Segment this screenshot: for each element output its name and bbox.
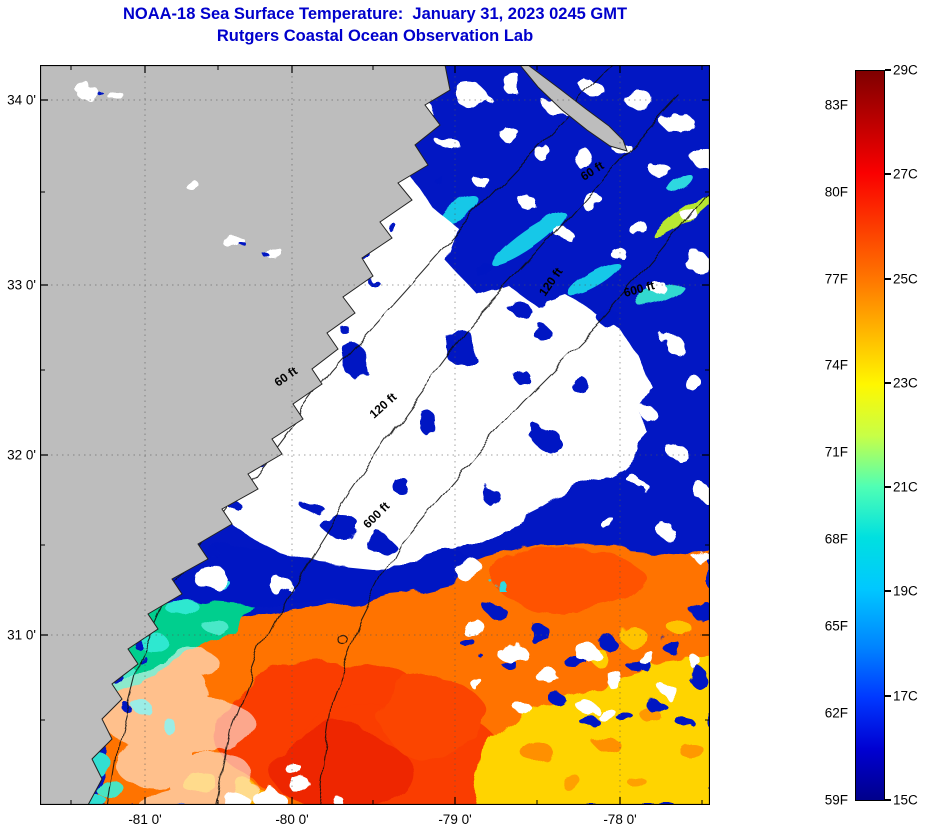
lon-label-81: -81 0'	[128, 812, 162, 827]
cloud-bits-over-land	[76, 87, 281, 257]
lat-label-33: 33 0'	[7, 277, 36, 293]
lon-label-78: -78 0'	[603, 812, 637, 827]
cape-spit	[519, 65, 628, 152]
celsius-label-23: 23C	[893, 375, 918, 391]
map-area: 60 ft 120 ft 600 ft 60 ft 120 ft 600 ft	[39, 64, 711, 806]
fahrenheit-label-59: 59F	[824, 792, 848, 808]
warm-water-layer	[98, 544, 710, 805]
colorbar-tick	[885, 69, 891, 71]
land-layer	[40, 65, 628, 805]
fahrenheit-label-71: 71F	[824, 444, 848, 460]
celsius-label-15: 15C	[893, 792, 918, 808]
colorbar-tick	[885, 173, 891, 175]
colorbar-gradient	[856, 71, 884, 800]
contour-120ft	[216, 96, 682, 805]
colorbar-tick	[885, 278, 891, 280]
celsius-label-25: 25C	[893, 271, 918, 287]
map-subtitle: Rutgers Coastal Ocean Observation Lab	[216, 27, 534, 45]
sst-map-image: 60 ft 120 ft 600 ft 60 ft 120 ft 600 ft	[39, 64, 711, 806]
grid-lines	[40, 65, 710, 805]
fahrenheit-label-74: 74F	[824, 357, 848, 373]
lon-label-80: -80 0'	[275, 812, 309, 827]
celsius-label-17: 17C	[893, 688, 918, 704]
cloud-layer-northeast	[384, 74, 710, 559]
colorbar-tick	[885, 382, 891, 384]
mainland	[40, 65, 451, 805]
map-frame	[39, 64, 711, 806]
cloud-layer-south	[100, 618, 705, 805]
minor-ticks	[41, 66, 709, 804]
lat-label-32: 32 0'	[7, 447, 36, 463]
fahrenheit-label-80: 80F	[824, 184, 848, 200]
contour-600ft	[316, 188, 710, 805]
colorbar	[855, 70, 885, 801]
colorbar-tick	[885, 590, 891, 592]
lon-label-79: -79 0'	[438, 812, 472, 827]
lat-label-34: 34 0'	[7, 92, 36, 108]
celsius-label-27: 27C	[893, 166, 918, 182]
fahrenheit-label-68: 68F	[824, 531, 848, 547]
fahrenheit-label-65: 65F	[824, 618, 848, 634]
colorbar-tick	[885, 486, 891, 488]
colorbar-tick	[885, 799, 891, 801]
colorbar-tick	[885, 695, 891, 697]
title-block: NOAA-18 Sea Surface Temperature: January…	[0, 5, 750, 46]
celsius-label-29: 29C	[893, 62, 918, 78]
fahrenheit-label-77: 77F	[824, 271, 848, 287]
celsius-label-21: 21C	[893, 479, 918, 495]
major-ticks	[41, 66, 709, 804]
lat-label-31: 31 0'	[7, 627, 36, 643]
celsius-label-19: 19C	[893, 583, 918, 599]
map-title: NOAA-18 Sea Surface Temperature: January…	[122, 5, 628, 23]
fahrenheit-label-83: 83F	[824, 97, 848, 113]
fahrenheit-label-62: 62F	[824, 705, 848, 721]
